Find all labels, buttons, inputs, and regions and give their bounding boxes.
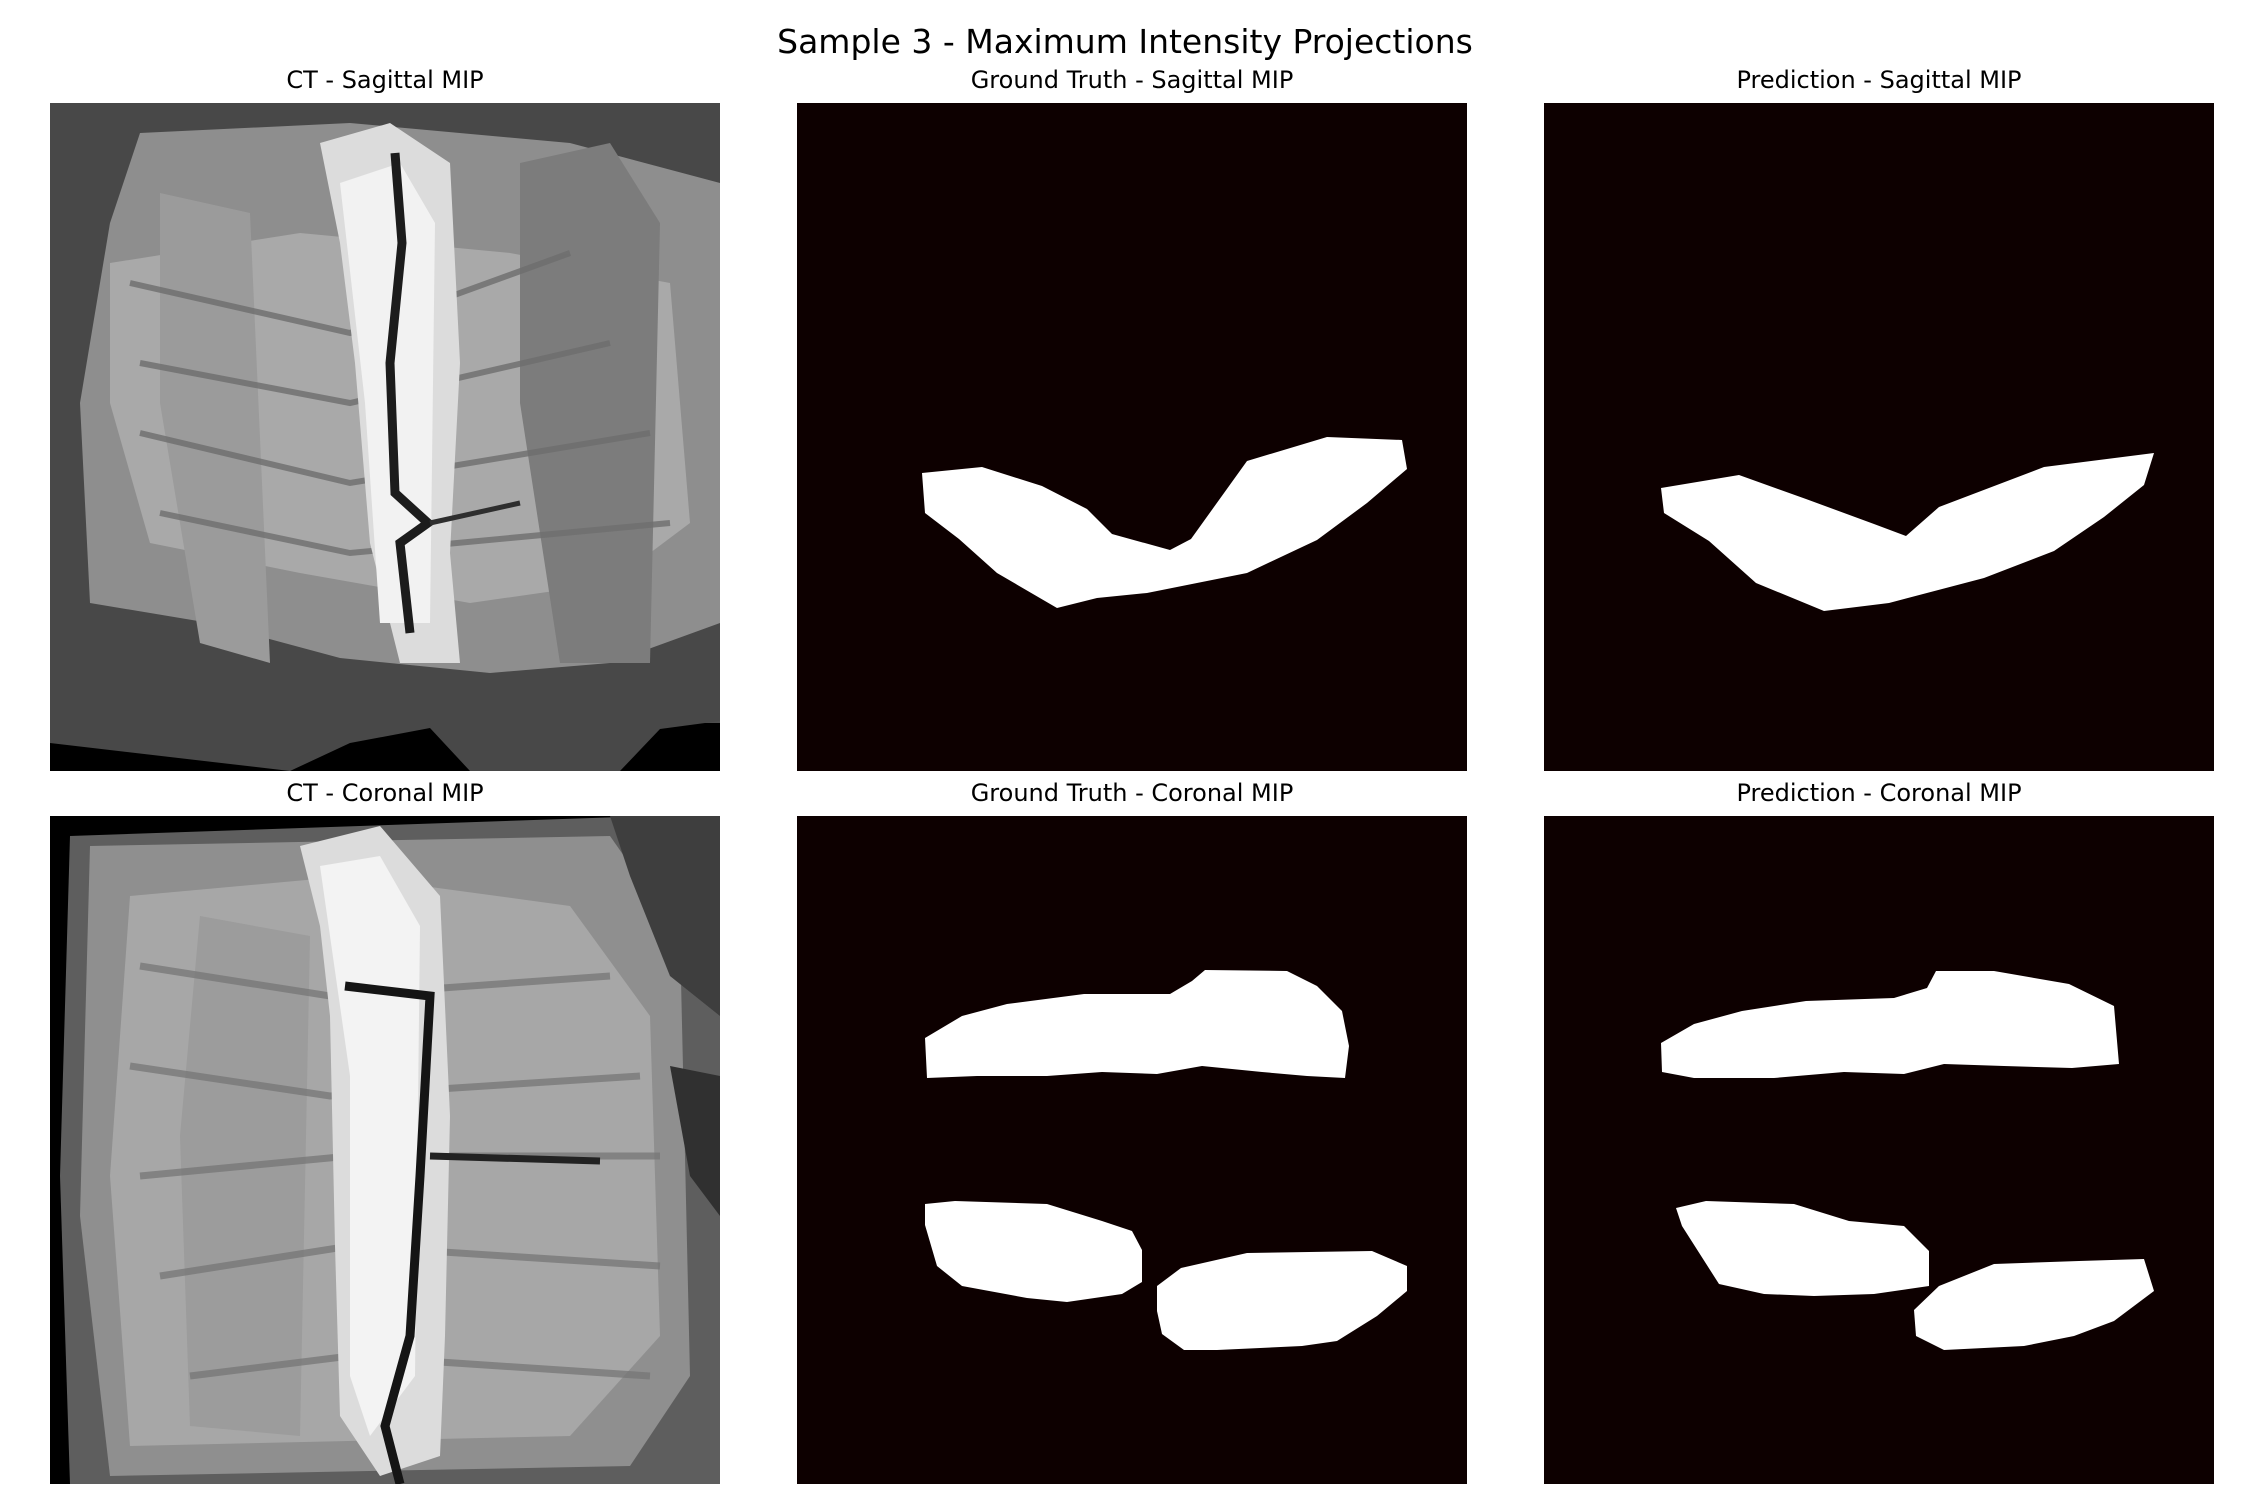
pred-coronal-mask [1544, 816, 2214, 1484]
gt-coronal-title: Ground Truth - Coronal MIP [970, 779, 1294, 807]
gt-sagittal-mask [797, 103, 1467, 771]
gt-sagittal-title: Ground Truth - Sagittal MIP [970, 66, 1294, 94]
pred-coronal-title: Prediction - Coronal MIP [1736, 779, 2022, 807]
ct-sagittal-title: CT - Sagittal MIP [286, 66, 484, 94]
pred-sagittal-mask [1544, 103, 2214, 771]
ct-coronal-image [50, 816, 720, 1484]
figure-title: Sample 3 - Maximum Intensity Projections [777, 22, 1473, 61]
ct-sagittal-image [50, 103, 720, 771]
gt-coronal-mask [797, 816, 1467, 1484]
pred-sagittal-title: Prediction - Sagittal MIP [1736, 66, 2022, 94]
ct-coronal-title: CT - Coronal MIP [286, 779, 484, 807]
